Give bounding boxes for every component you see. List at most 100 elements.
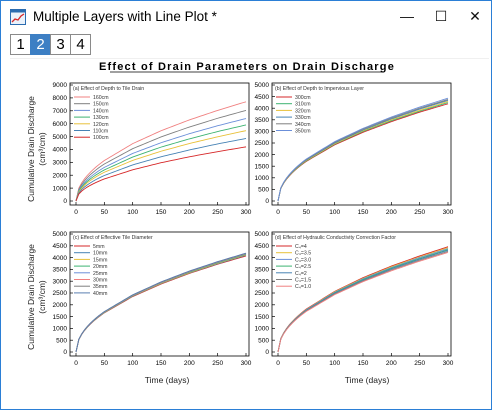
y-axis-label-top: Cumulative Drain Discharge <box>26 96 36 202</box>
y-tick-label-b: 500 <box>258 187 269 194</box>
x-tick-label-c: 300 <box>241 360 252 367</box>
y-tick-label-c: 4000 <box>53 255 68 262</box>
legend-label-d-2: C₄=3.0 <box>295 257 311 263</box>
y-axis-units-top: (cm³/cm) <box>37 132 47 166</box>
layer-tabs: 1 2 3 4 <box>10 34 91 55</box>
legend-label-c-4: 25mm <box>93 271 107 277</box>
y-tick-label-d: 4000 <box>255 255 270 262</box>
legend-label-d-0: C₄=4 <box>295 244 307 250</box>
x-tick-label-d: 0 <box>276 360 280 367</box>
y-tick-label-d: 3000 <box>255 278 270 285</box>
panel-title-d: (d) Effect of Hydraulic Conductivity Cor… <box>275 235 396 241</box>
legend-label-c-3: 20mm <box>93 264 107 270</box>
close-button[interactable]: ✕ <box>469 7 481 24</box>
x-tick-label-d: 250 <box>414 360 425 367</box>
x-tick-label-d: 150 <box>358 360 369 367</box>
layer-tab-3[interactable]: 3 <box>50 34 71 55</box>
y-tick-label-a: 0 <box>63 198 67 205</box>
legend-label-b-3: 330cm <box>295 115 311 121</box>
legend-label-d-3: C₄=2.5 <box>295 264 311 270</box>
series-line-a-4 <box>75 130 247 202</box>
x-tick-label-a: 50 <box>101 209 109 216</box>
x-tick-label-c: 200 <box>184 360 195 367</box>
x-tick-label-c: 150 <box>156 360 167 367</box>
title-bar[interactable]: Multiple Layers with Line Plot * — ☐ ✕ <box>1 1 491 32</box>
layer-tab-2[interactable]: 2 <box>30 34 51 55</box>
x-tick-label-d: 100 <box>329 360 340 367</box>
y-tick-label-c: 3000 <box>53 278 68 285</box>
y-tick-label-d: 5000 <box>255 231 270 238</box>
y-tick-label-a: 9000 <box>53 82 68 89</box>
minimize-button[interactable]: — <box>400 8 414 24</box>
y-tick-label-a: 5000 <box>53 134 68 141</box>
x-axis-label-right: Time (days) <box>345 375 390 385</box>
series-line-a-6 <box>75 146 247 202</box>
x-tick-label-a: 200 <box>184 209 195 216</box>
x-tick-label-d: 200 <box>386 360 397 367</box>
y-tick-label-b: 3500 <box>255 117 270 124</box>
legend-label-b-0: 300cm <box>295 95 311 101</box>
legend-label-c-0: 5mm <box>93 244 105 250</box>
legend-label-a-1: 150cm <box>93 102 109 108</box>
layer-tab-4[interactable]: 4 <box>70 34 91 55</box>
figure-title: Effect of Drain Parameters on Drain Disc… <box>99 61 395 73</box>
x-tick-label-c: 50 <box>101 360 109 367</box>
layer-tab-1[interactable]: 1 <box>10 34 31 55</box>
panel-title-c: (c) Effect of Effective Tile Diameter <box>73 235 153 241</box>
y-tick-label-a: 7000 <box>53 108 68 115</box>
y-tick-label-a: 8000 <box>53 95 68 102</box>
y-axis-label-bottom: Cumulative Drain Discharge <box>26 244 36 350</box>
y-tick-label-c: 2500 <box>53 290 68 297</box>
panel-frame-a <box>69 82 250 206</box>
legend-label-c-2: 15mm <box>93 257 107 263</box>
x-tick-label-c: 100 <box>127 360 138 367</box>
panel-title-b: (b) Effect of Depth to Impervious Layer <box>275 86 364 92</box>
graph-page[interactable]: Effect of Drain Parameters on Drain Disc… <box>10 58 489 402</box>
series-line-a-3 <box>75 124 247 202</box>
x-tick-label-a: 250 <box>212 209 223 216</box>
legend-label-b-5: 350cm <box>295 129 311 135</box>
y-tick-label-a: 3000 <box>53 160 68 167</box>
x-tick-label-a: 300 <box>241 209 252 216</box>
y-tick-label-d: 1500 <box>255 314 270 321</box>
y-tick-label-c: 4500 <box>53 243 68 250</box>
x-tick-label-b: 100 <box>329 209 340 216</box>
x-tick-label-b: 0 <box>276 209 280 216</box>
y-tick-label-c: 500 <box>56 337 67 344</box>
legend-label-d-1: C₄=3.5 <box>295 251 311 257</box>
panel-frame-c <box>69 231 250 357</box>
y-tick-label-b: 1000 <box>255 175 270 182</box>
legend-label-c-7: 40mm <box>93 291 107 297</box>
legend-label-d-6: C₄=1.0 <box>295 284 311 290</box>
legend-label-a-3: 130cm <box>93 115 109 121</box>
y-tick-label-b: 3000 <box>255 129 270 136</box>
figure-canvas: Effect of Drain Parameters on Drain Disc… <box>26 61 454 385</box>
legend-label-a-0: 160cm <box>93 95 109 101</box>
legend-label-a-2: 140cm <box>93 108 109 114</box>
x-tick-label-d: 50 <box>303 360 311 367</box>
panel-frame-b <box>271 82 452 206</box>
y-tick-label-c: 2000 <box>53 302 68 309</box>
x-tick-label-b: 300 <box>443 209 454 216</box>
y-tick-label-d: 4500 <box>255 243 270 250</box>
y-tick-label-b: 1500 <box>255 163 270 170</box>
y-tick-label-b: 4000 <box>255 105 270 112</box>
x-tick-label-a: 0 <box>74 209 78 216</box>
legend-label-a-4: 120cm <box>93 122 109 128</box>
y-tick-label-c: 5000 <box>53 231 68 238</box>
y-tick-label-a: 1000 <box>53 185 68 192</box>
maximize-button[interactable]: ☐ <box>434 7 448 24</box>
x-tick-label-b: 50 <box>303 209 311 216</box>
y-tick-label-a: 2000 <box>53 172 68 179</box>
y-tick-label-d: 3500 <box>255 267 270 274</box>
y-tick-label-b: 4500 <box>255 94 270 101</box>
plots-group: 0 50 100 150 200 250 3000100020003000400050006… <box>53 82 454 367</box>
y-tick-label-d: 500 <box>258 337 269 344</box>
y-tick-label-d: 0 <box>265 349 269 356</box>
panel-frame-d <box>271 231 452 357</box>
legend-label-a-5: 110cm <box>93 129 108 135</box>
x-tick-label-b: 200 <box>386 209 397 216</box>
y-tick-label-d: 1000 <box>255 326 270 333</box>
y-tick-label-c: 1500 <box>53 314 68 321</box>
y-tick-label-b: 5000 <box>255 82 270 89</box>
